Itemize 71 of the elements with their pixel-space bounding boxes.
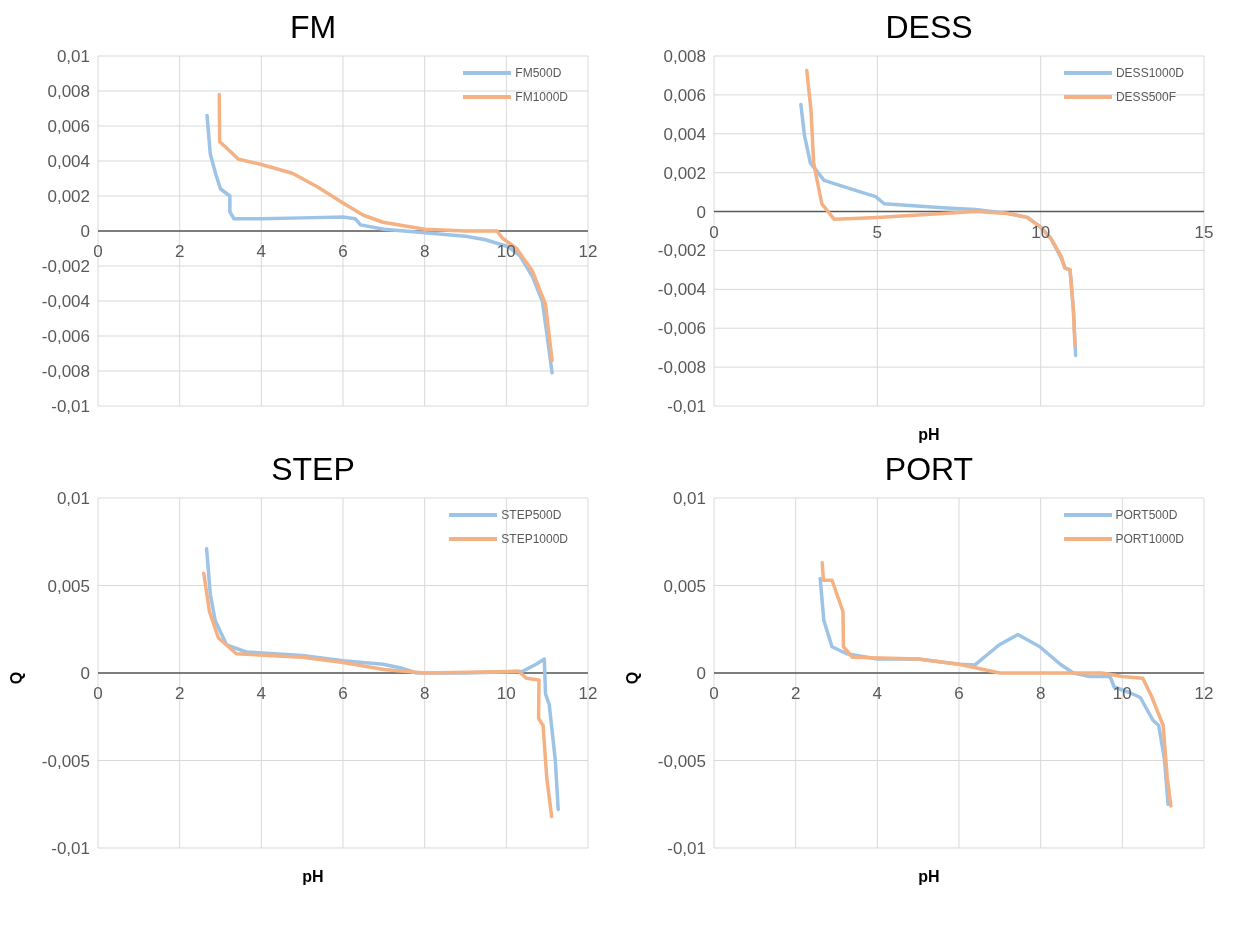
y-axis-title: Q <box>8 671 25 685</box>
y-tick-label: 0,006 <box>663 85 706 105</box>
legend-label: STEP1000D <box>501 532 568 546</box>
y-tick-label: 0,008 <box>47 82 90 102</box>
y-tick-label: 0,002 <box>47 187 90 207</box>
y-tick-label: -0,01 <box>667 839 706 859</box>
x-axis-title: pH <box>918 426 940 443</box>
y-tick-label: -0,01 <box>51 839 90 859</box>
legend-label: DESS1000D <box>1115 66 1184 80</box>
y-tick-label: -0,01 <box>51 397 90 417</box>
chart-title: STEP <box>270 450 356 488</box>
legend-label: FM500D <box>515 66 562 80</box>
x-axis-title: pH <box>302 868 324 885</box>
y-tick-label: 0,01 <box>672 489 706 509</box>
x-tick-label: 4 <box>256 684 267 703</box>
legend-label: PORT500D <box>1115 508 1178 522</box>
x-tick-label: 4 <box>872 684 883 703</box>
y-tick-label: 0,01 <box>56 489 90 509</box>
legend-label: PORT1000D <box>1115 532 1184 546</box>
chart-title: DESS <box>884 8 974 46</box>
x-axis-title: pH <box>918 868 940 885</box>
y-tick-label: 0,004 <box>47 152 90 172</box>
x-tick-label: 5 <box>872 222 883 242</box>
y-tick-label: 0,002 <box>663 163 706 183</box>
x-tick-label: 8 <box>1035 684 1046 703</box>
x-tick-label: 12 <box>578 242 598 261</box>
x-tick-label: 4 <box>256 242 267 261</box>
x-tick-label: 0 <box>709 684 719 703</box>
y-tick-label: -0,008 <box>41 362 90 382</box>
x-tick-label: 12 <box>578 684 598 703</box>
x-tick-label: 6 <box>954 684 964 703</box>
y-axis-title: Q <box>624 671 641 685</box>
x-tick-label: 15 <box>1194 222 1214 242</box>
x-tick-label: 6 <box>338 684 348 703</box>
y-tick-label: -0,005 <box>41 751 90 771</box>
y-tick-label: -0,005 <box>657 751 706 771</box>
chart-title: FM <box>288 8 338 46</box>
legend-label: STEP500D <box>501 508 562 522</box>
y-tick-label: -0,008 <box>657 358 706 378</box>
y-tick-label: 0,005 <box>47 576 90 596</box>
x-tick-label: 8 <box>419 242 430 261</box>
y-tick-label: 0 <box>696 664 706 684</box>
x-tick-label: 12 <box>1194 684 1214 703</box>
x-tick-label: 0 <box>93 242 103 261</box>
y-tick-label: -0,01 <box>667 397 706 417</box>
y-tick-label: -0,004 <box>41 292 90 312</box>
x-tick-label: 6 <box>338 242 348 261</box>
y-tick-label: 0,01 <box>56 47 90 67</box>
x-tick-label: 2 <box>174 684 185 703</box>
y-tick-label: 0 <box>696 202 706 222</box>
x-tick-label: 0 <box>93 684 103 703</box>
y-tick-label: -0,002 <box>41 257 90 277</box>
x-tick-label: 2 <box>174 242 185 261</box>
y-tick-label: 0,004 <box>663 124 706 144</box>
y-tick-label: -0,004 <box>657 280 706 300</box>
x-tick-label: 10 <box>496 684 516 703</box>
y-tick-label: -0,006 <box>41 327 90 347</box>
x-tick-label: 8 <box>419 684 430 703</box>
x-tick-label: 2 <box>790 684 801 703</box>
y-tick-label: -0,002 <box>657 241 706 261</box>
y-tick-label: 0,008 <box>663 47 706 67</box>
y-tick-label: 0,006 <box>47 117 90 137</box>
y-tick-label: -0,006 <box>657 319 706 339</box>
x-tick-label: 0 <box>709 222 719 242</box>
y-tick-label: 0 <box>80 664 90 684</box>
legend-label: DESS500F <box>1115 90 1176 104</box>
x-tick-label: 10 <box>496 242 516 261</box>
line-series <box>805 68 1077 348</box>
y-tick-label: 0,005 <box>663 576 706 596</box>
legend-label: FM1000D <box>515 90 568 104</box>
chart-title: PORT <box>883 450 975 488</box>
